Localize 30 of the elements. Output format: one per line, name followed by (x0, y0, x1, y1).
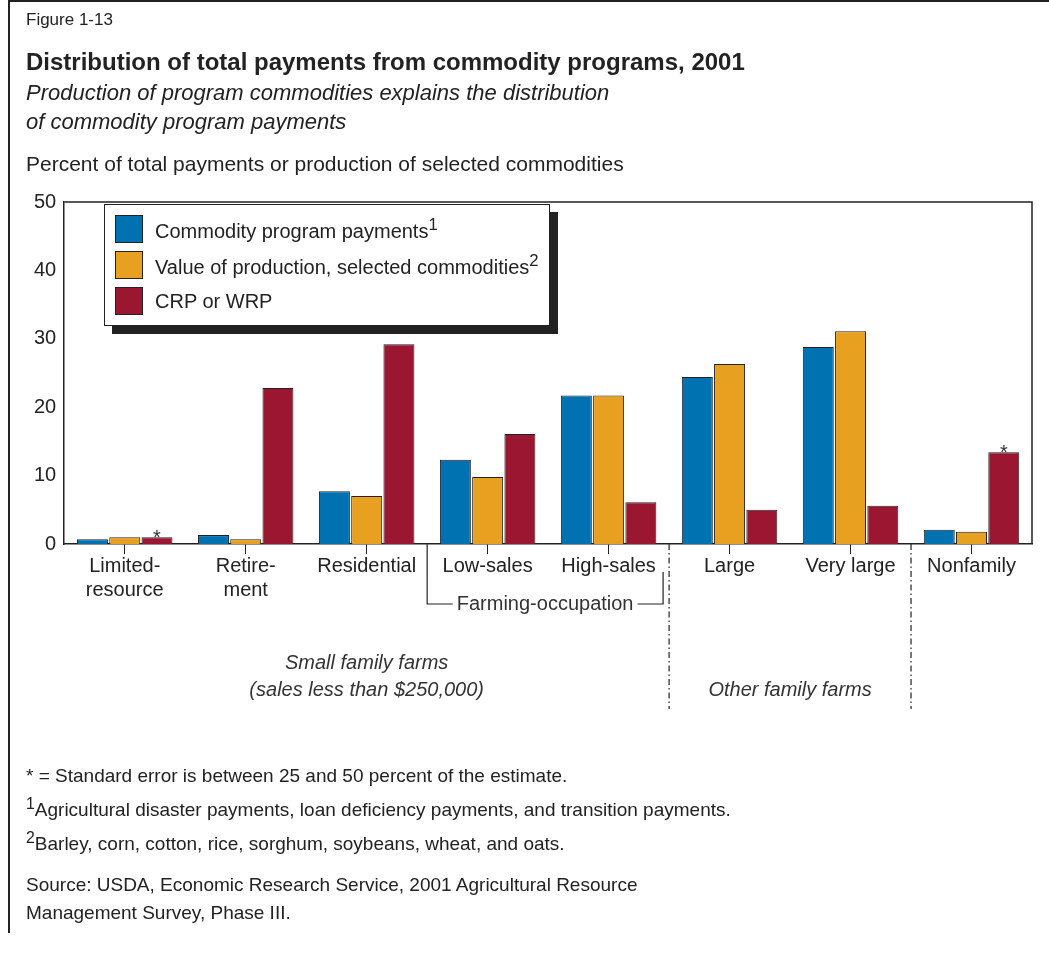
data-label: * (999, 441, 1008, 464)
x-tick-label: Very large (805, 553, 896, 576)
data-label: * (153, 526, 162, 549)
y-tick-label: 20 (34, 394, 57, 417)
text: $^{2}$Barley, corn, cotton, rice, sorghum, soybeans, wheat, and oats. (26, 828, 566, 857)
x-tick-label: Residential (317, 553, 417, 576)
text: * = Standard error is between 25 and 50 percent of the estimate. (26, 764, 569, 788)
x-tick-label: Nonfamily (927, 553, 1016, 576)
text: Farming-occupation (456, 591, 634, 614)
chart-subtitle: Production of program commodities explains the distribution of commodity program payments (26, 79, 611, 136)
chart-title: Distribution of total payments from commodity programs, 2001 (26, 48, 746, 76)
y-tick-label: 10 (34, 463, 57, 486)
text: Other family farms (708, 678, 872, 700)
y-tick-label: 40 (34, 257, 57, 280)
y-tick-label: 0 (45, 531, 57, 554)
x-tick-label: Retire- ment (215, 553, 276, 600)
x-tick-label: Limited- resource (85, 553, 164, 600)
y-tick-label: 50 (34, 189, 57, 212)
text: $^{1}$Agricultural disaster payments, loan deficiency payments, and transition payments. (26, 794, 732, 823)
x-tick-label: High-sales (561, 553, 656, 576)
y-axis-title: Percent of total payments or production of selected commodities (26, 152, 625, 176)
legend-label: Commodity program payments$^{1}$ (155, 215, 438, 243)
x-tick-label: Low-sales (442, 553, 533, 576)
source-note: Source: USDA, Economic Research Service, 2001 Agricultural Resource Management Survey, Phase III. (26, 872, 639, 925)
x-tick-label: Large (704, 553, 756, 576)
text: Small family farms (sales less than $250,000) (249, 651, 484, 700)
caption: Figure 1-13 (26, 9, 114, 30)
legend-label: CRP or WRP (155, 289, 273, 313)
y-tick-label: 30 (34, 326, 57, 349)
legend-label: Value of production, selected commodities$^{2}$ (155, 251, 539, 279)
